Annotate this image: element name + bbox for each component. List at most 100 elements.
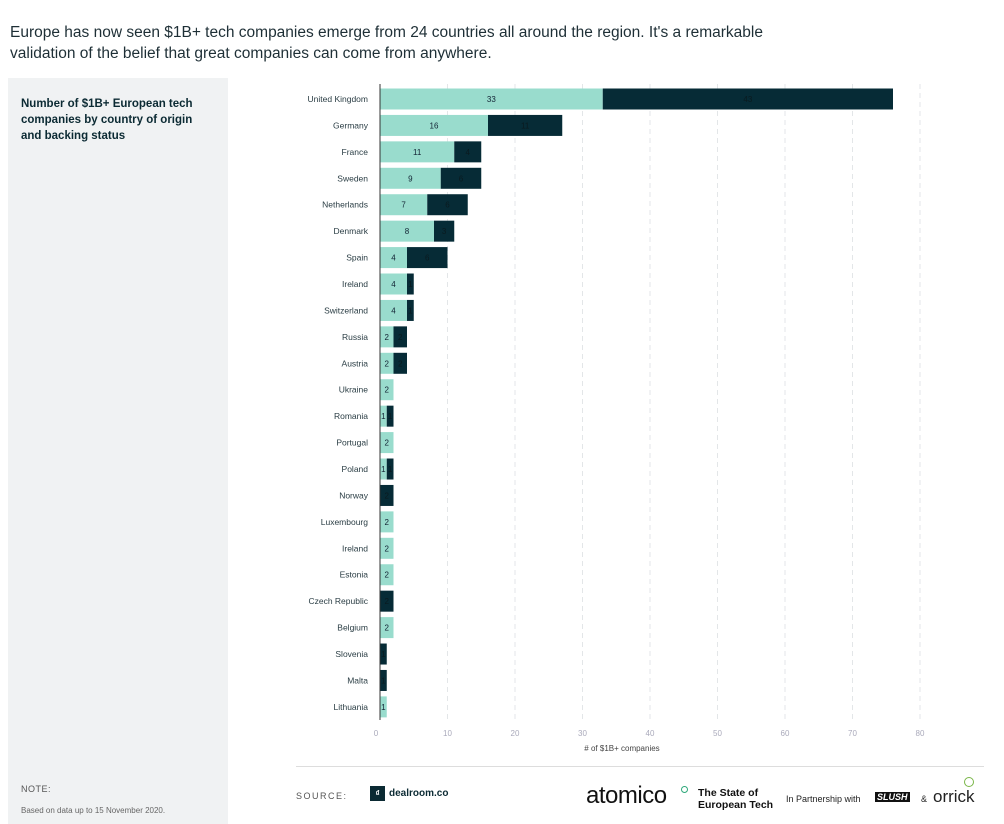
data-label: 1 bbox=[381, 676, 386, 685]
bar-segment-dark bbox=[386, 458, 394, 480]
category-label: Romania bbox=[334, 411, 368, 421]
category-label: Spain bbox=[346, 253, 368, 263]
data-label: 9 bbox=[408, 174, 413, 183]
data-label: 2 bbox=[398, 359, 403, 368]
data-label: 1 bbox=[388, 412, 393, 421]
category-label: Netherlands bbox=[322, 200, 368, 210]
bar-segment-light bbox=[380, 220, 434, 242]
data-label: 4 bbox=[391, 254, 396, 263]
bar-segment-light bbox=[380, 167, 441, 189]
category-label: Sweden bbox=[337, 173, 368, 183]
x-tick-label: 30 bbox=[578, 729, 587, 738]
bar-segment-light bbox=[380, 458, 387, 480]
x-tick-label: 10 bbox=[443, 729, 452, 738]
category-label: Luxembourg bbox=[321, 517, 369, 527]
data-label: 2 bbox=[385, 439, 390, 448]
data-label: 3 bbox=[442, 227, 447, 236]
x-axis-label: # of $1B+ companies bbox=[584, 744, 659, 753]
bar-segment-dark bbox=[393, 352, 407, 374]
bar-segment-dark bbox=[407, 299, 414, 321]
data-label: 2 bbox=[385, 624, 390, 633]
dealroom-icon: ₫ bbox=[370, 786, 385, 801]
bar-segment-dark bbox=[380, 669, 387, 691]
data-label: 2 bbox=[398, 333, 403, 342]
bar-segment-dark bbox=[407, 273, 414, 295]
sidebar: Number of $1B+ European tech companies b… bbox=[8, 78, 228, 824]
data-label: 4 bbox=[466, 148, 471, 157]
bar-segment-dark bbox=[602, 88, 893, 110]
bar-segment-dark bbox=[434, 220, 455, 242]
bar-segment-light bbox=[380, 114, 488, 136]
data-label: 2 bbox=[385, 544, 390, 553]
category-label: Lithuania bbox=[333, 702, 368, 712]
data-label: 2 bbox=[385, 491, 390, 500]
data-label: 1 bbox=[381, 650, 386, 659]
orrick-logo: orrick bbox=[933, 787, 975, 806]
category-label: Denmark bbox=[334, 226, 369, 236]
data-label: 1 bbox=[381, 703, 386, 712]
bar-segment-light bbox=[380, 326, 394, 348]
bar-segment-light bbox=[380, 379, 394, 401]
bar-segment-light bbox=[380, 194, 428, 216]
data-label: 11 bbox=[521, 121, 530, 130]
category-label: Malta bbox=[347, 675, 368, 685]
data-label: 2 bbox=[385, 333, 390, 342]
chart-title: Number of $1B+ European tech companies b… bbox=[21, 98, 193, 142]
data-label: 6 bbox=[425, 254, 430, 263]
category-label: Austria bbox=[342, 358, 369, 368]
headline: Europe has now seen $1B+ tech companies … bbox=[10, 24, 763, 62]
bar-segment-dark bbox=[427, 194, 468, 216]
data-label: 33 bbox=[487, 95, 496, 104]
bar-segment-dark bbox=[454, 141, 482, 163]
slush-logo: SLUSH bbox=[875, 792, 910, 802]
bar-segment-light bbox=[380, 299, 407, 321]
x-tick-label: 60 bbox=[781, 729, 790, 738]
bar-segment-light bbox=[380, 141, 455, 163]
atomico-logo: atomico bbox=[586, 782, 667, 809]
category-label: United Kingdom bbox=[308, 94, 368, 104]
data-label: 1 bbox=[408, 280, 413, 289]
x-tick-label: 0 bbox=[374, 729, 379, 738]
data-label: 2 bbox=[385, 386, 390, 395]
data-label: 6 bbox=[459, 174, 464, 183]
x-tick-label: 20 bbox=[511, 729, 520, 738]
source-name: dealroom.co bbox=[389, 788, 449, 799]
source-label: SOURCE: bbox=[296, 791, 348, 801]
category-label: Czech Republic bbox=[308, 596, 368, 606]
category-label: Poland bbox=[342, 464, 369, 474]
x-tick-label: 80 bbox=[916, 729, 925, 738]
bar-segment-light bbox=[380, 696, 387, 718]
bar-segment-dark bbox=[440, 167, 482, 189]
x-tick-label: 70 bbox=[848, 729, 857, 738]
dealroom-logo: ₫ dealroom.co bbox=[370, 786, 448, 801]
bar-segment-dark bbox=[488, 114, 563, 136]
data-label: 7 bbox=[401, 201, 406, 210]
bar-segment-light bbox=[380, 88, 603, 110]
data-label: 1 bbox=[381, 412, 386, 421]
data-label: 4 bbox=[391, 306, 396, 315]
data-label: 1 bbox=[408, 306, 413, 315]
category-label: Norway bbox=[339, 490, 369, 500]
bar-segment-dark bbox=[407, 247, 448, 269]
category-label: France bbox=[342, 147, 369, 157]
data-label: 2 bbox=[385, 518, 390, 527]
bar-segment-light bbox=[380, 405, 387, 427]
bar-segment-dark bbox=[380, 484, 394, 506]
bar-segment-light bbox=[380, 537, 394, 559]
data-label: 2 bbox=[385, 571, 390, 580]
data-label: 1 bbox=[381, 465, 386, 474]
bar-segment-light bbox=[380, 432, 394, 454]
data-label: 6 bbox=[445, 201, 450, 210]
data-label: 1 bbox=[388, 465, 393, 474]
data-label: 8 bbox=[405, 227, 410, 236]
category-label: Slovenia bbox=[335, 649, 368, 659]
x-tick-label: 40 bbox=[646, 729, 655, 738]
category-label: Germany bbox=[333, 120, 369, 130]
data-label: 2 bbox=[385, 597, 390, 606]
bar-segment-light bbox=[380, 564, 394, 586]
partnership-label: In Partnership with bbox=[786, 794, 861, 804]
bar-segment-light bbox=[380, 352, 394, 374]
ampersand: & bbox=[921, 794, 928, 804]
category-label: Ireland bbox=[342, 543, 368, 553]
category-label: Estonia bbox=[340, 570, 369, 580]
